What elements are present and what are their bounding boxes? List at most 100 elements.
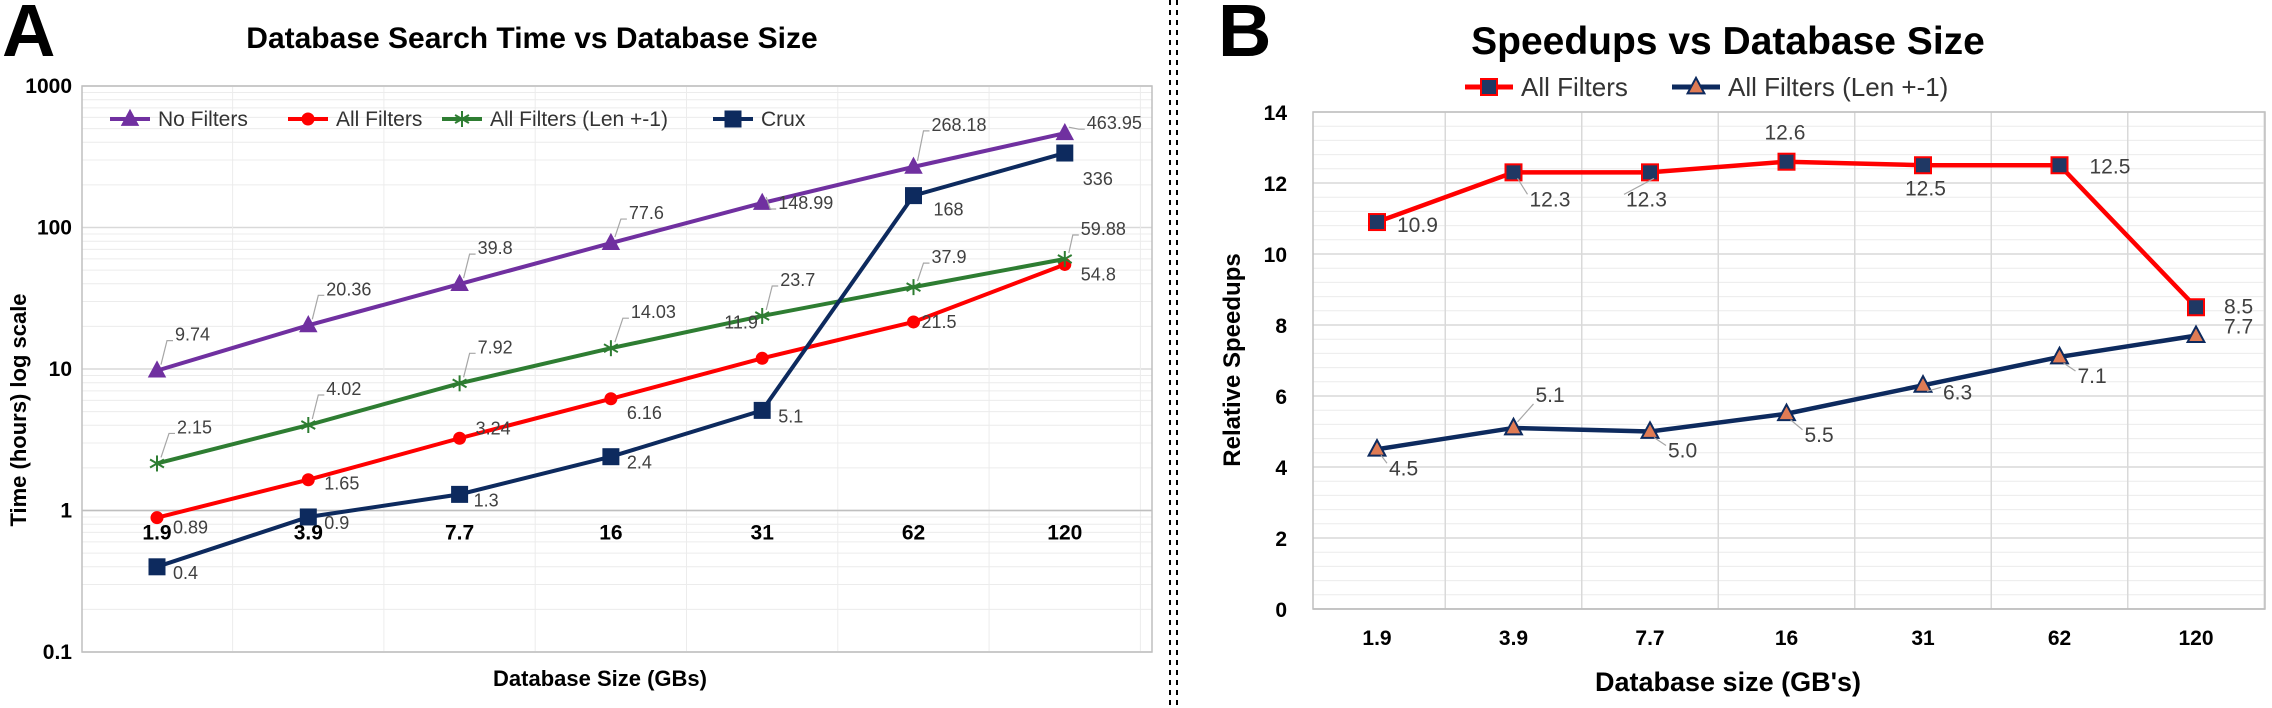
panel-a-data-labels: 9.74 20.36 39.8 77.6 148.99 268.18 463.95 0.89 1… bbox=[160, 113, 1142, 583]
data-point bbox=[1057, 251, 1073, 268]
series-all-filters-len-1 bbox=[149, 251, 1073, 472]
panel-b: B Speedups vs Database Size 02468101214 … bbox=[1218, 0, 2266, 697]
data-point bbox=[754, 307, 770, 324]
data-label: 9.74 bbox=[175, 325, 210, 345]
panel-a-letter: A bbox=[2, 0, 55, 72]
y-tick-label: 1 bbox=[60, 500, 72, 523]
legend-label: All Filters bbox=[336, 108, 422, 131]
label-leader-line bbox=[1516, 178, 1529, 195]
data-point bbox=[1914, 156, 1932, 175]
data-point bbox=[1504, 163, 1523, 182]
y-tick-label: 10 bbox=[1264, 244, 1287, 267]
data-point bbox=[1639, 420, 1661, 439]
data-point bbox=[450, 273, 469, 292]
legend-entry-all-filters-len-1: All Filters (Len +-1) bbox=[442, 108, 668, 131]
panel-a-y-ticks: 0.1 1 10 100 1000 bbox=[25, 75, 72, 664]
data-label: 7.7 bbox=[2224, 316, 2253, 339]
data-label: 59.88 bbox=[1081, 219, 1126, 239]
data-label: 39.8 bbox=[478, 238, 513, 258]
data-point bbox=[2187, 298, 2205, 317]
series-crux bbox=[148, 144, 1074, 576]
data-point bbox=[1366, 437, 1388, 457]
series-all-filters bbox=[150, 257, 1072, 525]
data-label: 12.3 bbox=[1530, 188, 1571, 211]
y-tick-label: 1000 bbox=[25, 75, 72, 98]
data-label: 268.18 bbox=[932, 115, 987, 135]
data-label: 37.9 bbox=[932, 247, 967, 267]
data-point bbox=[1368, 213, 1386, 232]
x-tick-label: 16 bbox=[599, 522, 622, 545]
data-point bbox=[601, 232, 621, 250]
y-tick-label: 10 bbox=[49, 358, 72, 381]
data-label: 1.65 bbox=[324, 474, 359, 494]
data-point bbox=[604, 392, 618, 406]
label-leader-line bbox=[1926, 386, 1942, 392]
series-no-filters bbox=[147, 122, 1075, 378]
label-leader-line bbox=[614, 317, 629, 343]
data-point bbox=[1777, 152, 1796, 171]
label-leader-line bbox=[916, 130, 930, 161]
x-tick-label: 1.9 bbox=[1362, 627, 1391, 650]
y-tick-label: 0 bbox=[1275, 599, 1287, 622]
panel-b-grid bbox=[1313, 111, 2265, 610]
panel-a-plot-area bbox=[81, 85, 1153, 653]
data-label: 463.95 bbox=[1087, 113, 1142, 133]
legend-label: No Filters bbox=[158, 108, 248, 131]
x-tick-label: 31 bbox=[751, 522, 775, 545]
panel-b-legend: All Filters All Filters (Len +-1) bbox=[1465, 72, 1948, 102]
data-point bbox=[301, 473, 315, 487]
label-leader-line bbox=[160, 432, 175, 458]
panel-a-series bbox=[147, 122, 1075, 576]
legend-entry-all-filters: All Filters bbox=[288, 108, 422, 131]
x-tick-label: 3.9 bbox=[294, 522, 323, 545]
x-tick-label: 7.7 bbox=[445, 522, 474, 545]
data-point bbox=[907, 315, 920, 329]
legend-label: All Filters (Len +-1) bbox=[490, 108, 668, 131]
x-tick-label: 31 bbox=[1911, 627, 1935, 650]
panel-a-title: Database Search Time vs Database Size bbox=[246, 22, 817, 55]
data-label: 10.9 bbox=[1397, 214, 1438, 237]
legend-marker bbox=[120, 108, 140, 126]
label-leader-line bbox=[1068, 234, 1079, 254]
data-point bbox=[1056, 144, 1074, 162]
y-tick-label: 14 bbox=[1264, 102, 1288, 125]
data-label: 5.1 bbox=[778, 406, 803, 426]
data-label: 168 bbox=[934, 200, 964, 220]
data-label: 4.02 bbox=[326, 379, 361, 399]
x-tick-label: 62 bbox=[902, 522, 925, 545]
data-label: 8.5 bbox=[2224, 295, 2253, 318]
legend-label: All Filters (Len +-1) bbox=[1728, 72, 1948, 102]
y-tick-label: 8 bbox=[1275, 315, 1287, 338]
data-point bbox=[2049, 345, 2070, 365]
legend-label: All Filters bbox=[1521, 72, 1628, 102]
data-point bbox=[148, 558, 166, 576]
y-tick-label: 12 bbox=[1264, 173, 1287, 196]
label-leader-line bbox=[765, 196, 777, 210]
data-label: 6.16 bbox=[627, 403, 662, 423]
legend-marker bbox=[1685, 75, 1707, 95]
legend-entry-crux: Crux bbox=[713, 108, 806, 131]
y-tick-label: 100 bbox=[37, 217, 72, 240]
data-label: 14.03 bbox=[631, 302, 676, 322]
legend-marker bbox=[301, 112, 315, 126]
series-line-all-filters-len-1 bbox=[1376, 333, 2197, 452]
data-point bbox=[150, 511, 164, 525]
y-tick-label: 2 bbox=[1275, 528, 1287, 551]
data-label: 12.6 bbox=[1765, 122, 1806, 145]
legend-marker bbox=[724, 110, 742, 128]
data-label: 0.4 bbox=[173, 563, 198, 583]
label-leader-line bbox=[160, 340, 173, 365]
data-label: 11.9 bbox=[724, 312, 758, 332]
data-label: 12.5 bbox=[2090, 155, 2131, 178]
label-leader-line bbox=[765, 285, 779, 311]
data-label: 2.4 bbox=[627, 453, 652, 473]
x-tick-label: 7.7 bbox=[1635, 627, 1664, 650]
panel-a-x-axis-label: Database Size (GBs) bbox=[493, 666, 707, 691]
panel-b-x-ticks: 1.9 3.9 7.7 16 31 62 120 bbox=[1362, 627, 2213, 650]
y-tick-label: 4 bbox=[1275, 457, 1287, 480]
data-label: 6.3 bbox=[1943, 381, 1972, 404]
data-point bbox=[2185, 324, 2207, 344]
x-tick-label: 120 bbox=[2178, 627, 2213, 650]
panel-a-grid bbox=[82, 85, 1152, 653]
data-point bbox=[906, 279, 921, 296]
